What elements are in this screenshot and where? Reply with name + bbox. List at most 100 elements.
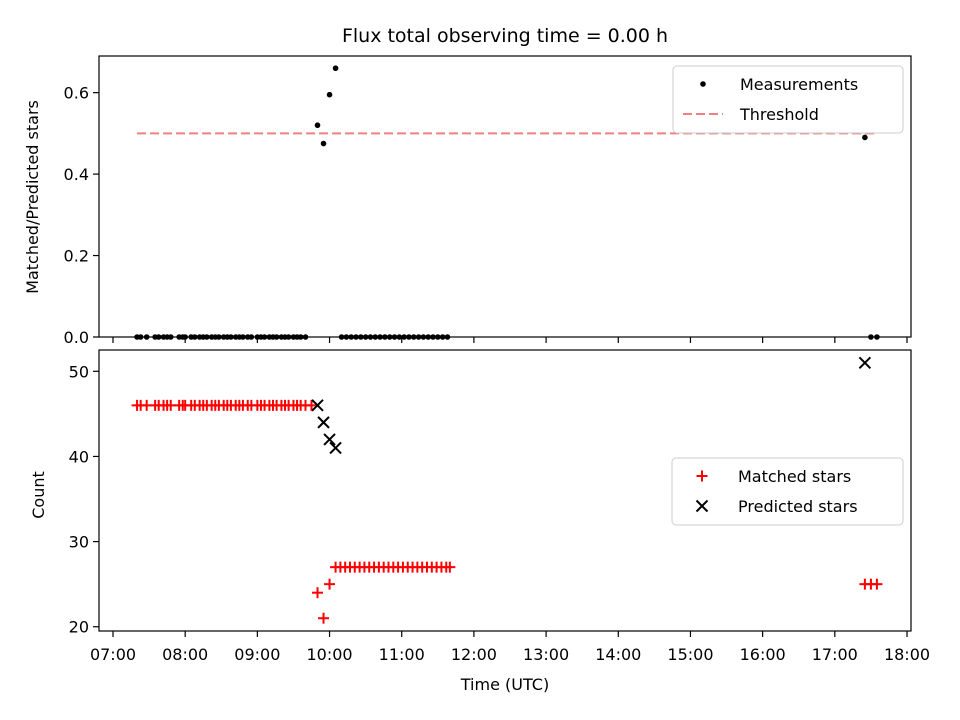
measurement-point xyxy=(425,334,431,340)
bottom-x-tick-label: 15:00 xyxy=(667,645,713,664)
top-y-axis: 0.0 0.2 0.4 0.6 xyxy=(64,84,99,347)
top-y-axis-label: Matched/Predicted stars xyxy=(23,100,42,294)
x-b xyxy=(858,356,872,369)
x-b xyxy=(317,416,330,429)
x-b xyxy=(323,433,336,446)
top-y-tick-label: 0.0 xyxy=(64,328,89,347)
measurement-point xyxy=(391,334,398,340)
measurement-point xyxy=(182,334,188,340)
bottom-x-tick-label: 11:00 xyxy=(379,645,425,664)
measurement-point xyxy=(320,140,327,147)
top-y-tick-label: 0.6 xyxy=(64,84,89,103)
measurement-point xyxy=(430,334,436,340)
measurement-point xyxy=(204,334,210,340)
legend-label-matched: Matched stars xyxy=(738,467,851,486)
bottom-x-tick-label: 17:00 xyxy=(812,645,858,664)
bottom-x-tick-label: 10:00 xyxy=(306,645,352,664)
measurements-series xyxy=(134,65,880,340)
measurement-point xyxy=(248,334,255,340)
matched-point xyxy=(444,561,456,573)
measurement-point xyxy=(862,134,868,141)
bottom-x-tick-label: 12:00 xyxy=(451,645,497,664)
measurement-point xyxy=(435,334,441,340)
x-b xyxy=(311,399,324,412)
matched-point xyxy=(306,399,317,411)
measurement-point xyxy=(137,334,144,340)
matched-point xyxy=(324,578,336,590)
measurement-point xyxy=(420,334,427,340)
bottom-y-tick-label: 40 xyxy=(69,447,89,466)
top-legend-box xyxy=(672,65,904,134)
top-y-tick-label: 0.4 xyxy=(64,165,89,184)
bottom-legend-box xyxy=(671,457,904,526)
measurement-point xyxy=(143,334,150,340)
legend-label-predicted: Predicted stars xyxy=(738,497,858,516)
bottom-x-axis-label: Time (UTC) xyxy=(460,675,549,694)
measurement-point xyxy=(377,334,383,340)
measurement-point xyxy=(874,334,880,340)
bottom-y-tick-label: 50 xyxy=(69,362,89,381)
measurement-point xyxy=(216,334,222,340)
predicted-point xyxy=(311,399,324,412)
measurement-point xyxy=(415,334,422,340)
bottom-x-tick-label: 13:00 xyxy=(523,645,569,664)
legend-x-glyph xyxy=(695,499,709,513)
measurement-point xyxy=(410,334,417,340)
measurement-point xyxy=(326,91,333,98)
matched-point xyxy=(312,587,324,599)
bottom-y-tick-label: 20 xyxy=(69,618,89,637)
measurement-point xyxy=(401,334,407,340)
measurement-point xyxy=(406,334,412,340)
measurement-point xyxy=(285,334,292,340)
bottom-series xyxy=(131,356,883,624)
chart-title: Flux total observing time = 0.00 h xyxy=(342,25,668,47)
top-panel: 0.0 0.2 0.4 0.6 Matched/Predicted stars Mea… xyxy=(23,55,912,347)
measurement-point xyxy=(261,334,268,340)
measurement-point xyxy=(302,334,309,340)
measurement-point xyxy=(386,334,393,340)
measurement-point xyxy=(353,334,359,340)
legend-marker-plus xyxy=(696,470,708,482)
legend-label-threshold: Threshold xyxy=(739,105,819,124)
legend-plus-glyph xyxy=(696,470,708,482)
bottom-x-tick-label: 09:00 xyxy=(234,645,280,664)
measurement-point xyxy=(240,334,246,340)
bottom-y-axis-label: Count xyxy=(29,471,48,519)
measurement-point xyxy=(444,334,451,340)
measurement-point xyxy=(167,334,174,340)
measurement-point xyxy=(382,334,388,340)
legend-label-measurements: Measurements xyxy=(740,75,858,94)
top-y-tick-label: 0.2 xyxy=(64,247,89,266)
measurement-point xyxy=(372,334,379,340)
measurement-point xyxy=(332,65,339,72)
x-b xyxy=(329,441,342,455)
bottom-x-tick-label: 07:00 xyxy=(90,645,136,664)
bottom-plot-frame xyxy=(98,349,912,632)
measurement-point xyxy=(362,334,369,340)
legend-marker-dot xyxy=(700,81,706,87)
predicted-point xyxy=(858,356,872,369)
top-plot-frame xyxy=(98,55,912,338)
measurement-point xyxy=(192,334,198,340)
top-x-axis xyxy=(112,337,908,343)
predicted-point xyxy=(317,416,330,429)
measurement-point xyxy=(297,334,304,340)
measurement-point xyxy=(343,334,350,340)
predicted-point xyxy=(323,433,336,446)
measurement-point xyxy=(367,334,374,340)
bottom-x-tick-label: 16:00 xyxy=(740,645,786,664)
measurement-point xyxy=(396,334,403,340)
measurement-point xyxy=(439,334,446,340)
bottom-x-tick-label: 14:00 xyxy=(595,645,641,664)
matched-point xyxy=(871,578,883,590)
x-b xyxy=(695,499,709,513)
measurement-point xyxy=(314,122,321,129)
measurement-point xyxy=(348,334,355,340)
bottom-x-axis: 07:00 08:00 09:00 10:00 11:00 12:00 13:00 14:00… xyxy=(90,631,930,664)
measurement-point xyxy=(358,334,364,340)
predicted-point xyxy=(329,441,342,455)
top-legend: Measurements Threshold xyxy=(672,65,904,134)
measurement-point xyxy=(155,334,162,340)
